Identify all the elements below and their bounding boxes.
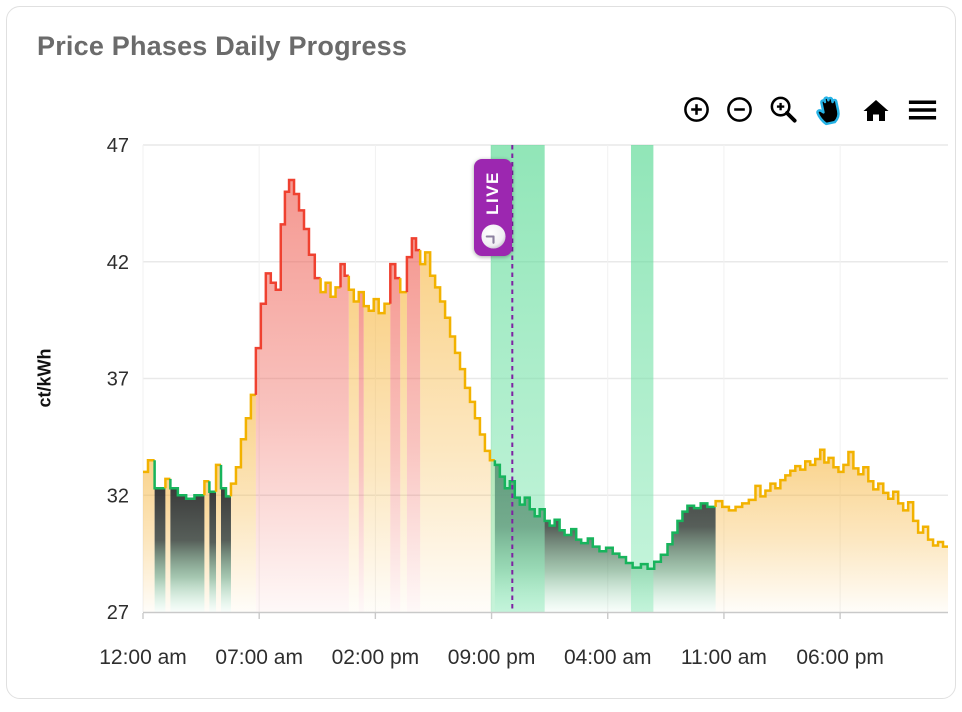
x-tick-label: 11:00 am (681, 646, 767, 669)
live-badge-text-wrap: LIVE (474, 167, 512, 223)
phase-fill-y (204, 481, 209, 612)
phase-fill-r (359, 292, 364, 612)
clock-icon (480, 223, 507, 250)
y-tick-label: 27 (107, 602, 129, 624)
chart-card: Price Phases Daily Progress (6, 6, 956, 699)
x-tick-label: 09:00 pm (448, 646, 536, 669)
x-tick-label: 04:00 am (564, 646, 652, 669)
phase-fill-g (170, 488, 204, 612)
x-tick-label: 06:00 pm (796, 646, 884, 669)
phase-fill-y (231, 395, 256, 612)
y-tick-label: 47 (107, 135, 129, 157)
x-tick-label: 02:00 pm (332, 646, 420, 669)
chart-canvas[interactable]: 27 32 37 42 47 12:00 am 07:00 am 02:00 pm 09:00 … (7, 7, 962, 712)
phase-fill-y (420, 252, 495, 612)
phase-fill-r (390, 264, 400, 612)
phase-fill-y (364, 299, 391, 612)
live-badge-label: LIVE (483, 171, 503, 215)
phase-fill-g (155, 488, 166, 612)
x-tick-label: 12:00 am (99, 646, 187, 669)
y-tick-label: 37 (107, 369, 129, 391)
phase-fill-y (165, 479, 170, 612)
phase-fill-g (209, 492, 216, 612)
y-tick-label: 42 (107, 252, 129, 274)
phase-fill-r (407, 238, 420, 612)
phase-fill-y (349, 290, 359, 612)
phase-fill-y (143, 460, 155, 612)
phase-fill-y (716, 450, 948, 612)
green-window-band (631, 145, 653, 612)
price-line-g (155, 460, 166, 488)
live-badge: LIVE (474, 159, 512, 256)
phase-fill-r (256, 180, 349, 612)
phase-fill-g (221, 488, 231, 612)
y-tick-label: 32 (107, 485, 129, 507)
phase-fill-y (400, 292, 407, 612)
x-tick-label: 07:00 am (215, 646, 303, 669)
